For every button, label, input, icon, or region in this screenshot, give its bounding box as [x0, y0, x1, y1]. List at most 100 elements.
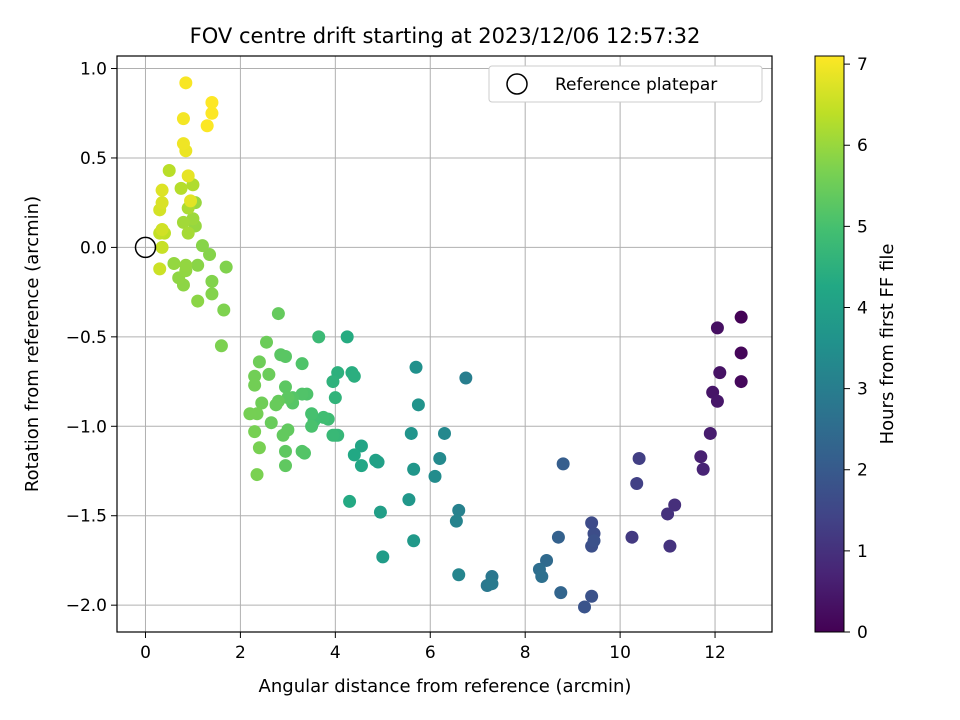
data-point: [295, 357, 309, 371]
colorbar-tick-label: 0: [857, 623, 868, 643]
x-tick-label: 12: [704, 643, 726, 663]
data-point: [155, 183, 169, 197]
data-point: [203, 248, 217, 262]
data-point: [340, 330, 354, 344]
data-point: [661, 507, 675, 521]
data-point: [452, 568, 466, 582]
data-point: [260, 335, 274, 349]
data-point: [269, 398, 283, 412]
y-axis-label: Rotation from reference (arcmin): [22, 196, 43, 492]
reference-platepar-point: [134, 236, 157, 259]
data-point: [176, 112, 190, 126]
data-point: [205, 106, 219, 120]
data-point: [428, 469, 442, 483]
data-point: [184, 194, 198, 208]
data-point: [328, 391, 342, 405]
data-point: [326, 428, 340, 442]
data-point: [585, 516, 599, 530]
data-point: [411, 398, 425, 412]
data-point: [205, 274, 219, 288]
data-point: [540, 553, 554, 567]
data-point: [452, 503, 466, 517]
data-point: [347, 448, 361, 462]
data-point: [153, 262, 167, 276]
data-point: [191, 258, 205, 272]
data-point: [373, 505, 387, 519]
x-tick-label: 4: [330, 643, 341, 663]
data-point: [407, 462, 421, 476]
legend: Reference platepar: [488, 65, 763, 103]
colorbar-tick-label: 1: [857, 542, 868, 562]
data-point: [663, 539, 677, 553]
data-point: [354, 459, 368, 473]
data-point: [376, 550, 390, 564]
data-point: [271, 307, 285, 321]
data-point: [326, 375, 340, 389]
data-point: [179, 76, 193, 90]
colorbar-ticks: 0 1 2 3 4 5 6 7: [844, 55, 868, 643]
x-axis-label: Angular distance from reference (arcmin): [259, 676, 632, 697]
data-point: [162, 163, 176, 177]
y-tick-label: −1.5: [66, 507, 107, 527]
data-point: [630, 477, 644, 491]
colorbar-gradient: [814, 55, 845, 633]
data-point: [191, 294, 205, 308]
data-point: [295, 444, 309, 458]
data-point: [248, 425, 262, 439]
y-tick-label: −1.0: [66, 417, 107, 437]
data-point: [195, 239, 209, 253]
data-point: [632, 451, 646, 465]
x-tick-label: 8: [520, 643, 531, 663]
data-point: [312, 330, 326, 344]
legend-marker-reference: [506, 73, 528, 95]
data-point: [438, 426, 451, 440]
data-point: [347, 369, 361, 383]
data-point: [407, 534, 421, 548]
legend-label-reference: Reference platepar: [555, 75, 717, 95]
data-point: [181, 169, 195, 183]
data-point: [217, 303, 231, 317]
data-point: [713, 366, 727, 380]
data-point: [205, 96, 219, 110]
data-point: [556, 457, 570, 471]
plot-frame: [116, 55, 773, 633]
y-tick-label: 1.0: [80, 60, 107, 80]
data-point: [535, 570, 549, 584]
data-point: [278, 380, 292, 394]
colorbar-tick-label: 3: [857, 380, 868, 400]
colorbar-tick-label: 7: [857, 55, 868, 75]
data-point: [174, 181, 188, 195]
data-point: [459, 371, 473, 385]
data-point: [578, 600, 592, 614]
data-point: [402, 493, 416, 507]
data-point: [155, 223, 169, 237]
x-axis-ticks: 0 2 4 6 8 10 12: [140, 632, 726, 663]
data-point: [305, 407, 319, 421]
data-point: [176, 215, 190, 229]
data-point: [155, 196, 169, 210]
data-point: [585, 589, 599, 603]
y-tick-label: 0.5: [80, 149, 107, 169]
data-point: [551, 530, 565, 544]
y-tick-label: 0.0: [80, 238, 107, 258]
data-point: [625, 530, 639, 544]
data-point: [587, 534, 601, 548]
data-point: [734, 310, 748, 324]
colorbar-label: Hours from first FF file: [877, 244, 898, 445]
data-point: [200, 119, 214, 133]
data-point: [409, 360, 423, 374]
x-tick-label: 2: [235, 643, 246, 663]
data-point: [354, 439, 368, 453]
y-tick-label: −2.0: [66, 596, 107, 616]
chart-title: FOV centre drift starting at 2023/12/06 …: [190, 24, 701, 48]
colorbar-tick-label: 2: [857, 461, 868, 481]
data-point: [264, 416, 278, 430]
data-point: [278, 444, 292, 458]
data-point: [248, 369, 262, 383]
data-point: [433, 451, 447, 465]
data-point: [449, 514, 463, 528]
data-point: [155, 240, 169, 254]
data-point: [369, 453, 383, 467]
colorbar-tick-label: 4: [857, 298, 868, 318]
y-axis-ticks: 1.0 0.5 0.0 −0.5 −1.0 −1.5 −2.0: [66, 60, 117, 616]
